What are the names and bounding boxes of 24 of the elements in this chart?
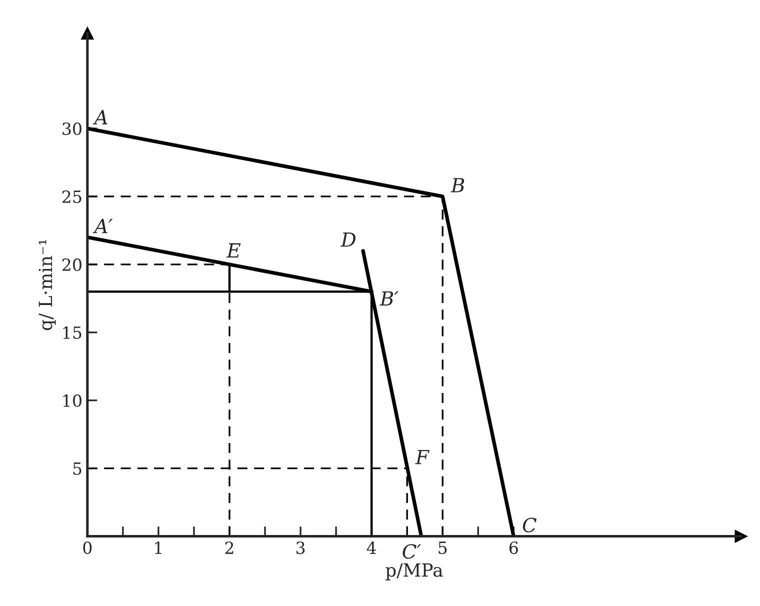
x-tick-label: 1 bbox=[155, 541, 162, 554]
annotation: F bbox=[415, 450, 430, 464]
annotation: D bbox=[340, 232, 356, 247]
y-tick-label: 10 bbox=[63, 394, 82, 407]
y-tick-label: 15 bbox=[63, 326, 82, 339]
x-tick-label: 4 bbox=[366, 541, 376, 554]
y-tick-label: 20 bbox=[62, 258, 82, 271]
x-tick-label: 5 bbox=[438, 542, 447, 554]
annotation: A bbox=[92, 110, 108, 124]
y-tick-label: 25 bbox=[62, 190, 82, 204]
x-tick-label: 0 bbox=[83, 541, 92, 554]
y-tick-label: 30 bbox=[62, 122, 82, 136]
y-axis-title: q/ L·min⁻¹ bbox=[38, 240, 56, 330]
annotation: E bbox=[226, 243, 241, 258]
annotation: C bbox=[522, 518, 536, 532]
annotation: B′ bbox=[380, 291, 398, 306]
x-tick-label: 2 bbox=[225, 541, 234, 554]
annotation: A′ bbox=[92, 218, 113, 234]
annotation: B bbox=[450, 178, 464, 192]
annotation: C′ bbox=[402, 544, 422, 559]
x-tick-label: 6 bbox=[509, 541, 518, 554]
x-tick-label: 3 bbox=[296, 541, 305, 554]
y-tick-label: 5 bbox=[73, 462, 82, 475]
x-axis-title: p/MPa bbox=[386, 563, 443, 580]
